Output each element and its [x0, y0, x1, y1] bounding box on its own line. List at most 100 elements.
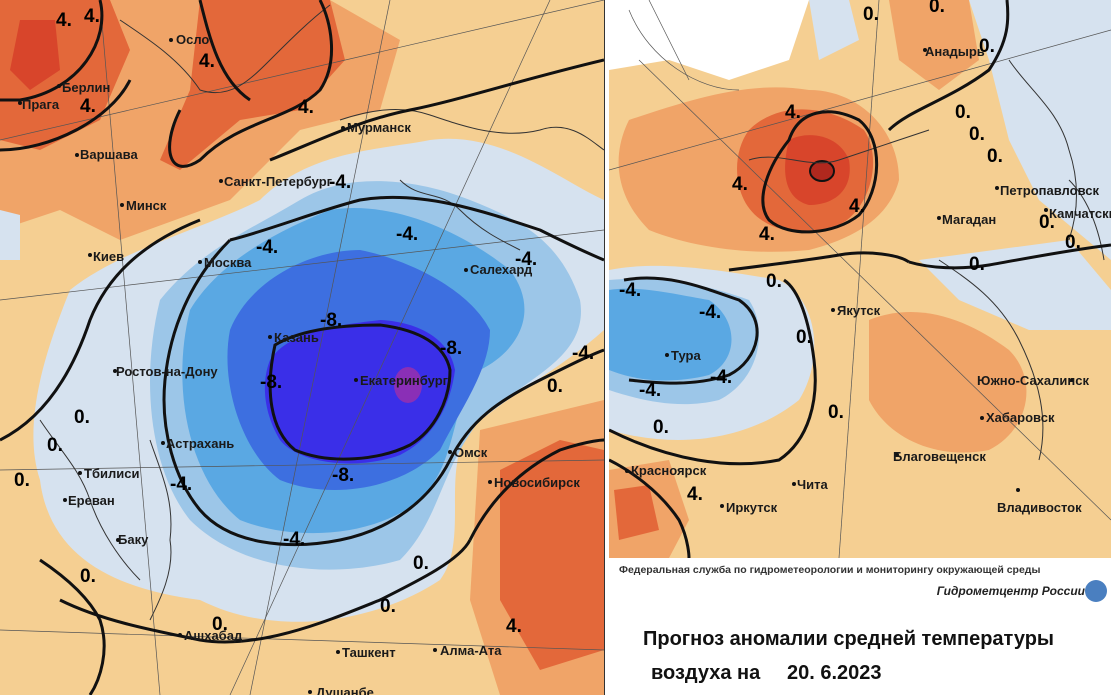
- warm-strong-zone-scandinavia: [160, 0, 345, 170]
- iso-label: 0.: [547, 376, 563, 397]
- iso-label: 4.: [56, 10, 72, 31]
- iso-label: 0.: [929, 0, 945, 17]
- coastlines: [748, 59, 1105, 461]
- warm-strong-zone-east: [500, 440, 604, 670]
- iso-label: 0.: [969, 254, 985, 275]
- iso-label: 4.: [849, 196, 865, 217]
- city-label-kazan: Казань: [274, 330, 319, 345]
- iso-label: -4.: [329, 172, 351, 193]
- city-label-chita: Чита: [797, 477, 828, 492]
- city-labels: Осло Берлин Прага Варшава Минск Киев Мур…: [22, 32, 580, 695]
- city-label-dushanbe: Душанбе: [316, 685, 374, 695]
- iso-label: 0.: [1039, 212, 1055, 233]
- iso-label: 0.: [969, 124, 985, 145]
- city-label-kiev: Киев: [93, 249, 124, 264]
- iso-label: 0.: [14, 470, 30, 491]
- iso-label: -4.: [619, 280, 641, 301]
- iso-label: 0.: [796, 327, 812, 348]
- neutral-cool-zone-okhotsk: [919, 240, 1111, 330]
- iso-label: 4.: [687, 484, 703, 505]
- city-label-astrakhan: Астрахань: [166, 436, 234, 451]
- city-label-ekaterinburg: Екатеринбург: [360, 373, 449, 388]
- iso-label: 0.: [80, 566, 96, 587]
- iso-label: 0.: [987, 146, 1003, 167]
- iso-label: 4.: [80, 96, 96, 117]
- isolines: [609, 0, 1111, 558]
- city-label-berlin: Берлин: [62, 80, 110, 95]
- map-grid: [609, 0, 1111, 558]
- map-footer: Федеральная служба по гидрометеорологии …: [609, 558, 1111, 695]
- iso-label: 0.: [955, 102, 971, 123]
- city-label-novosibirsk: Новосибирск: [494, 475, 580, 490]
- city-label-yakutsk: Якутск: [837, 303, 881, 318]
- iso-label: -8.: [332, 465, 354, 486]
- eastern-russia-map: Анадырь Петропавловск Камчатский Магадан…: [609, 0, 1111, 558]
- city-label-petropavlovsk: Петропавловск: [1000, 183, 1099, 198]
- city-label-vladivostok: Владивосток: [997, 500, 1082, 515]
- iso-label: 4.: [84, 6, 100, 27]
- city-label-almaata: Алма-Ата: [440, 643, 502, 658]
- iso-label: -4.: [639, 380, 661, 401]
- iso-label: 0.: [766, 271, 782, 292]
- city-label-tura: Тура: [671, 348, 701, 363]
- warm-mid-zone-amur: [869, 311, 1027, 453]
- iso-label: -4.: [256, 237, 278, 258]
- iso-label: -4.: [699, 302, 721, 323]
- city-label-magadan: Магадан: [942, 212, 996, 227]
- iso-label: -4.: [396, 224, 418, 245]
- city-label-minsk: Минск: [126, 198, 167, 213]
- iso-label: 4.: [785, 102, 801, 123]
- iso-label: -4.: [710, 367, 732, 388]
- city-label-baku: Баку: [118, 532, 149, 547]
- city-label-spb: Санкт-Петербург: [224, 174, 333, 189]
- city-label-praga: Прага: [22, 97, 60, 112]
- iso-label: 0.: [653, 417, 669, 438]
- iso-label: -4.: [515, 249, 537, 270]
- city-label-erevan: Ереван: [68, 493, 115, 508]
- iso-label: 4.: [506, 616, 522, 637]
- iso-label: 0.: [413, 553, 429, 574]
- western-russia-map: Осло Берлин Прага Варшава Минск Киев Мур…: [0, 0, 604, 695]
- warm-extreme-spot: [10, 20, 60, 90]
- iso-label: 0.: [863, 4, 879, 25]
- western-anomaly-map-svg: Осло Берлин Прага Варшава Минск Киев Мур…: [0, 0, 604, 695]
- iso-label: 0.: [212, 614, 228, 635]
- city-label-tbilisi: Тбилиси: [84, 466, 139, 481]
- forecast-date: 20. 6.2023: [787, 662, 882, 684]
- iso-label: 0.: [74, 407, 90, 428]
- iso-label: 4.: [199, 51, 215, 72]
- city-label-khabarovsk: Хабаровск: [986, 410, 1055, 425]
- cool-peak-spot: [394, 367, 422, 403]
- iso-label: -8.: [320, 310, 342, 331]
- iso-label: -4.: [283, 529, 305, 550]
- iso-label: 0.: [380, 596, 396, 617]
- city-markers: [18, 38, 492, 694]
- iso-label: 0.: [979, 36, 995, 57]
- warm-strong-zone-southwest: [614, 485, 659, 540]
- agency-name: Федеральная служба по гидрометеорологии …: [619, 564, 1041, 576]
- iso-label: -8.: [260, 372, 282, 393]
- iso-label: 4.: [759, 224, 775, 245]
- hydromet-logo-icon: [1085, 580, 1107, 602]
- city-label-moskva: Москва: [204, 255, 252, 270]
- panel-divider: [604, 0, 610, 695]
- isoline-labels: 4. 4. 4. 4. 4. -4. -4. -4. -4. -4. -4. -…: [14, 6, 594, 637]
- warm-mid-zone-chukotka: [889, 0, 979, 90]
- iso-label: -8.: [440, 338, 462, 359]
- forecast-title-line1: Прогноз аномалии средней температуры: [643, 628, 1054, 650]
- iso-label: 0.: [47, 435, 63, 456]
- city-label-krasnoyarsk: Красноярск: [631, 463, 707, 478]
- neutral-cool-zone-north: [809, 0, 859, 60]
- coastlines: [39, 4, 604, 621]
- map-grid: [0, 0, 604, 695]
- iso-label: 4.: [298, 97, 314, 118]
- city-label-irkutsk: Иркутск: [726, 500, 778, 515]
- eastern-anomaly-map-svg: Анадырь Петропавловск Камчатский Магадан…: [609, 0, 1111, 558]
- city-label-kamchatsky: Камчатский: [1049, 206, 1111, 221]
- city-label-varshava: Варшава: [80, 147, 138, 162]
- city-markers: [625, 48, 1074, 508]
- iso-label: -4.: [170, 474, 192, 495]
- city-label-murmansk: Мурманск: [347, 120, 411, 135]
- city-labels: Анадырь Петропавловск Камчатский Магадан…: [631, 44, 1111, 515]
- isolines: [0, 0, 604, 695]
